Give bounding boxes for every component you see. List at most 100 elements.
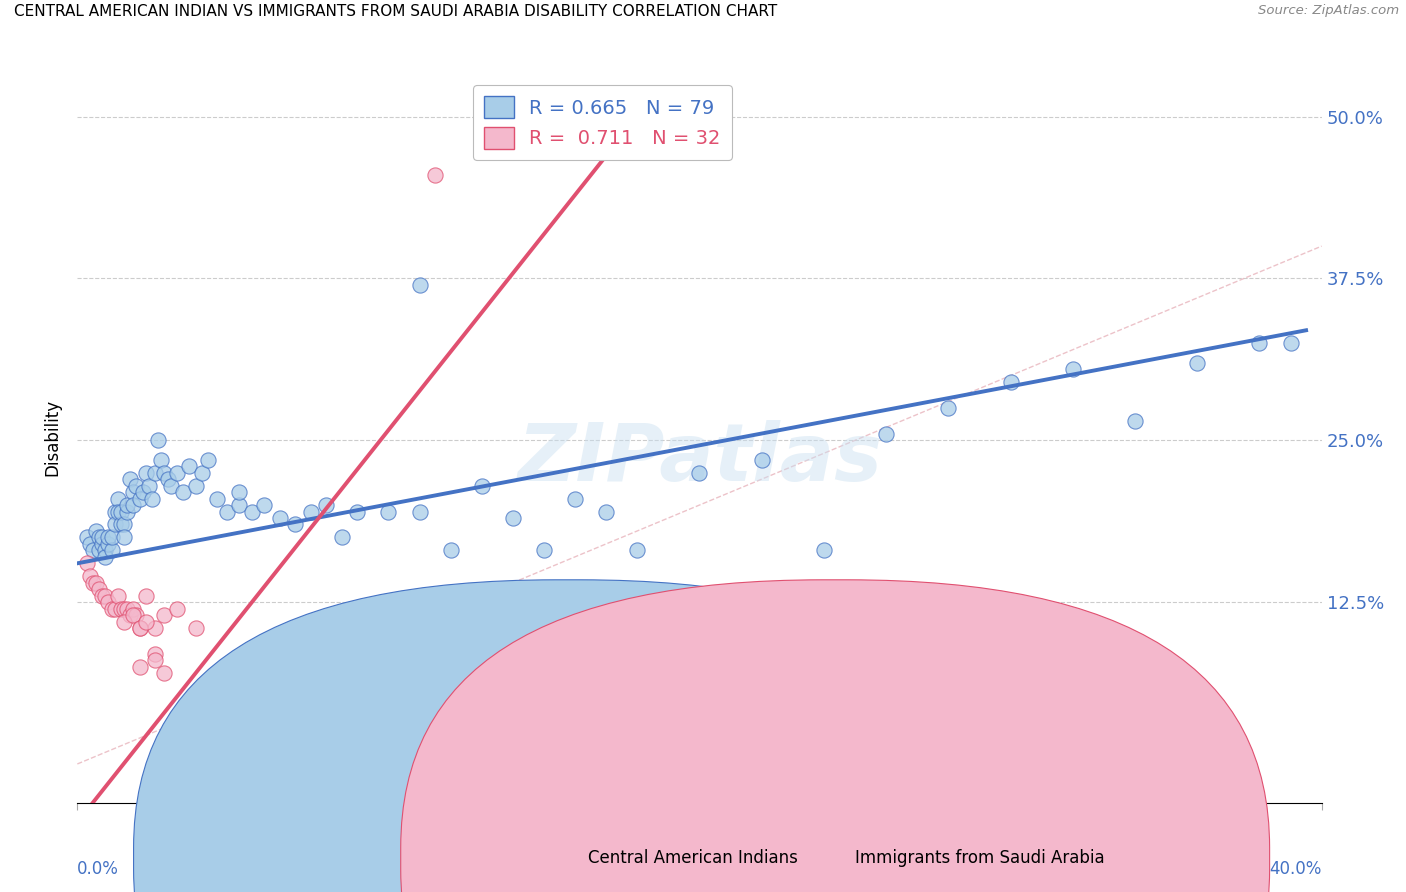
Point [938,401,960,415]
Point [166,601,188,615]
Point [141,491,163,506]
Point [1123,414,1146,428]
Point [100,530,122,544]
Point [107,589,129,603]
Point [471,478,494,492]
Point [128,621,150,635]
Point [299,504,322,518]
Point [564,491,586,506]
Point [122,601,145,615]
Point [197,452,219,467]
Point [191,466,214,480]
Point [595,504,617,518]
Point [1279,336,1302,351]
Point [153,466,176,480]
Point [120,472,142,486]
Point [79,537,101,551]
Point [115,498,138,512]
Point [184,621,207,635]
Point [97,537,120,551]
Point [172,485,194,500]
Point [143,621,166,635]
Point [148,434,170,448]
Point [135,589,157,603]
Point [76,530,98,544]
Point [377,504,399,518]
Point [100,601,122,615]
Point [143,647,166,661]
Point [156,472,179,486]
Point [82,575,104,590]
Y-axis label: Disability: Disability [44,399,62,475]
Point [150,452,173,467]
Point [125,608,148,623]
Point [87,543,110,558]
Point [813,543,835,558]
Point [104,601,127,615]
Point [135,615,157,629]
Point [112,601,135,615]
Point [875,426,897,441]
Point [269,511,291,525]
Point [228,485,250,500]
Point [97,595,120,609]
Point [153,666,176,681]
Point [1187,356,1209,370]
Text: Source: ZipAtlas.com: Source: ZipAtlas.com [1258,4,1399,18]
Point [94,589,117,603]
Point [76,557,98,571]
Point [120,608,142,623]
Point [110,517,132,532]
Point [131,485,153,500]
Text: Immigrants from Saudi Arabia: Immigrants from Saudi Arabia [855,849,1105,867]
Point [1000,375,1022,389]
Point [122,498,145,512]
Text: Central American Indians: Central American Indians [588,849,797,867]
Point [112,517,135,532]
Point [128,660,150,674]
Point [143,653,166,667]
Point [91,537,114,551]
Point [97,530,120,544]
Point [87,530,110,544]
Point [689,466,711,480]
Point [253,498,276,512]
Point [104,517,127,532]
Point [135,466,157,480]
Point [115,504,138,518]
Point [159,478,181,492]
Point [122,608,145,623]
Text: 0.0%: 0.0% [77,860,120,878]
Point [128,621,150,635]
Point [315,498,337,512]
Point [184,478,207,492]
Point [94,549,117,564]
Point [91,589,114,603]
Point [79,569,101,583]
Point [179,459,201,474]
Point [110,601,132,615]
Point [1062,362,1084,376]
Point [122,485,145,500]
Text: CENTRAL AMERICAN INDIAN VS IMMIGRANTS FROM SAUDI ARABIA DISABILITY CORRELATION C: CENTRAL AMERICAN INDIAN VS IMMIGRANTS FR… [14,4,778,20]
Point [100,543,122,558]
Point [626,543,648,558]
Point [423,168,446,182]
Point [751,452,773,467]
Point [125,478,148,492]
Point [408,277,430,292]
Point [502,511,524,525]
Text: 40.0%: 40.0% [1270,860,1322,878]
Point [138,478,160,492]
Point [107,504,129,518]
Point [82,543,104,558]
Point [107,491,129,506]
Point [112,530,135,544]
Point [84,575,107,590]
Point [166,466,188,480]
Point [440,543,463,558]
Point [87,582,110,597]
Point [240,504,263,518]
Point [1249,336,1271,351]
Point [408,504,430,518]
